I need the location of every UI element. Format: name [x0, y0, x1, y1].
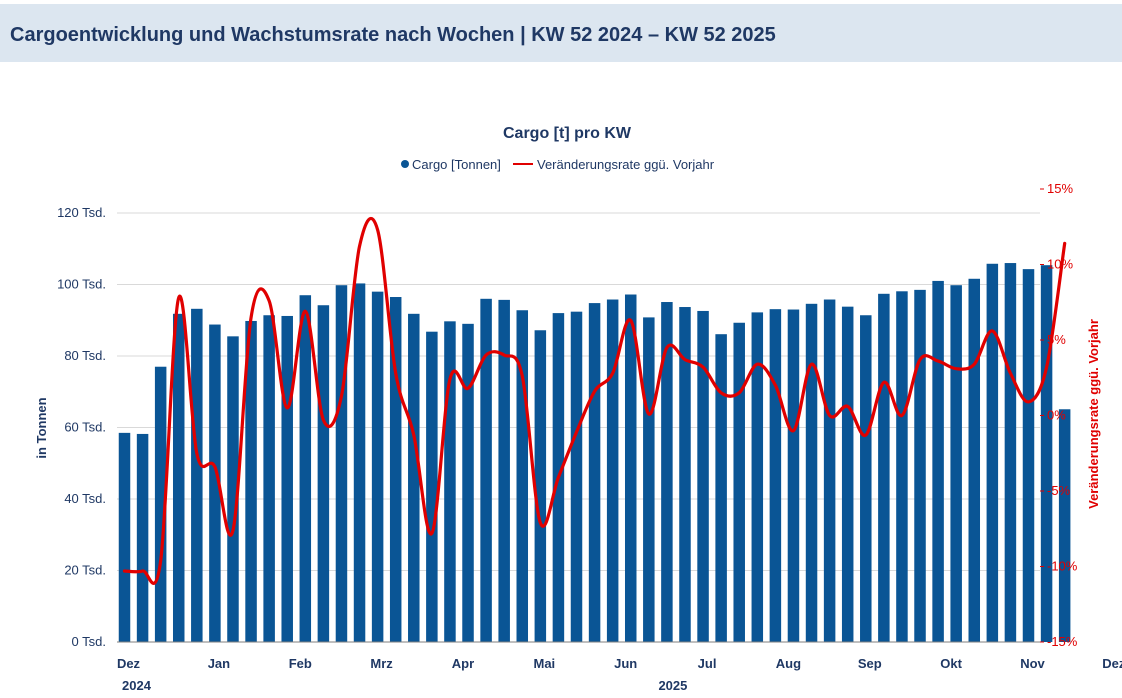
y2-axis-label: Veränderungsrate ggü. Vorjahr — [1086, 319, 1101, 509]
legend-bar-marker — [401, 160, 409, 168]
bar — [841, 306, 854, 642]
y-tick-label: 120 Tsd. — [57, 205, 106, 220]
bar — [932, 280, 944, 642]
bar — [245, 320, 257, 642]
y2-tick-label: -5% — [1047, 483, 1071, 498]
bar — [860, 315, 872, 642]
x-tick-label: Feb — [289, 656, 312, 671]
bar — [444, 321, 456, 642]
header-bar: Cargoentwicklung und Wachstumsrate nach … — [0, 4, 1122, 62]
bar — [823, 299, 836, 642]
bar — [118, 432, 131, 642]
bar-series — [118, 263, 1071, 642]
bar — [408, 313, 420, 642]
x-year-label: 2025 — [658, 678, 687, 693]
y2-tick-label: 10% — [1047, 257, 1073, 272]
bar — [172, 313, 185, 642]
x-tick-label: Aug — [776, 656, 801, 671]
y-tick-label: 40 Tsd. — [64, 491, 106, 506]
x-tick-label: Jul — [698, 656, 717, 671]
bar — [281, 315, 293, 642]
y2-tick-label: 15% — [1047, 181, 1073, 196]
bar — [624, 294, 637, 642]
page-title: Cargoentwicklung und Wachstumsrate nach … — [10, 24, 776, 46]
bar — [914, 289, 926, 642]
y-tick-label: 0 Tsd. — [72, 634, 106, 649]
bar — [136, 433, 149, 642]
bar — [263, 315, 275, 642]
bar — [154, 366, 167, 642]
y-tick-label: 20 Tsd. — [64, 563, 106, 578]
bar — [679, 307, 691, 642]
legend-line-label: Veränderungsrate ggü. Vorjahr — [537, 157, 715, 172]
bar — [769, 309, 782, 642]
x-tick-label: Dez — [117, 656, 141, 671]
bar — [643, 317, 655, 642]
bar — [733, 322, 745, 642]
bar — [588, 303, 601, 642]
bar — [516, 310, 529, 642]
bar — [1004, 263, 1017, 642]
bar — [426, 331, 438, 642]
bar — [480, 298, 492, 642]
bar — [606, 299, 619, 642]
x-tick-label: Jan — [208, 656, 230, 671]
bar — [1040, 265, 1053, 642]
bar — [191, 308, 203, 642]
x-tick-label: Nov — [1020, 656, 1045, 671]
x-tick-label: Apr — [452, 656, 474, 671]
bar — [878, 293, 890, 642]
bar — [209, 324, 221, 642]
x-axis-ticks: Dez Jan Feb Mrz Apr Mai Jun Jul Aug Sep Okt Nov Dez 2… — [117, 656, 1122, 693]
rate-line — [122, 216, 1067, 585]
y2-axis-ticks: -15% -10% -5% 0% 5% 10% 15% — [1040, 181, 1078, 649]
chart-title: Cargo [t] pro KW — [503, 125, 632, 142]
y-tick-label: 60 Tsd. — [64, 420, 106, 435]
bar — [896, 291, 908, 642]
bar — [986, 263, 999, 642]
legend-bar-label: Cargo [Tonnen] — [412, 157, 501, 172]
legend: Cargo [Tonnen] Veränderungsrate ggü. Vor… — [401, 157, 715, 172]
bar — [299, 295, 312, 642]
bar — [950, 285, 962, 642]
bar — [371, 291, 384, 642]
bar — [570, 311, 583, 642]
y2-tick-label: 0% — [1047, 408, 1066, 423]
bar — [1022, 269, 1035, 642]
x-tick-label: Mrz — [370, 656, 393, 671]
x-tick-label: Okt — [940, 656, 962, 671]
bar — [462, 323, 474, 642]
bar — [227, 336, 239, 642]
x-tick-label: Dez — [1102, 656, 1122, 671]
y-tick-label: 100 Tsd. — [57, 277, 106, 292]
bar — [751, 312, 764, 642]
bar — [389, 297, 402, 642]
bar — [1058, 409, 1071, 642]
bar — [787, 309, 800, 642]
bar — [498, 299, 510, 642]
y-axis-ticks: 0 Tsd. 20 Tsd. 40 Tsd. 60 Tsd. 80 Tsd. 100 Ts… — [57, 205, 106, 649]
x-year-label: 2024 — [122, 678, 152, 693]
y-axis-label: in Tonnen — [34, 397, 49, 458]
bar — [805, 303, 818, 642]
bar — [661, 302, 673, 642]
y2-tick-label: -15% — [1047, 634, 1078, 649]
bar — [317, 305, 330, 642]
bar — [353, 283, 366, 642]
x-tick-label: Sep — [858, 656, 882, 671]
bar — [534, 330, 547, 642]
y2-tick-label: 5% — [1047, 332, 1066, 347]
x-tick-label: Mai — [534, 656, 556, 671]
bar — [697, 310, 709, 642]
y-tick-label: 80 Tsd. — [64, 348, 106, 363]
x-tick-label: Jun — [614, 656, 637, 671]
bar — [335, 285, 348, 642]
bar — [968, 278, 981, 642]
y2-tick-label: -10% — [1047, 559, 1078, 574]
bar — [715, 334, 727, 642]
